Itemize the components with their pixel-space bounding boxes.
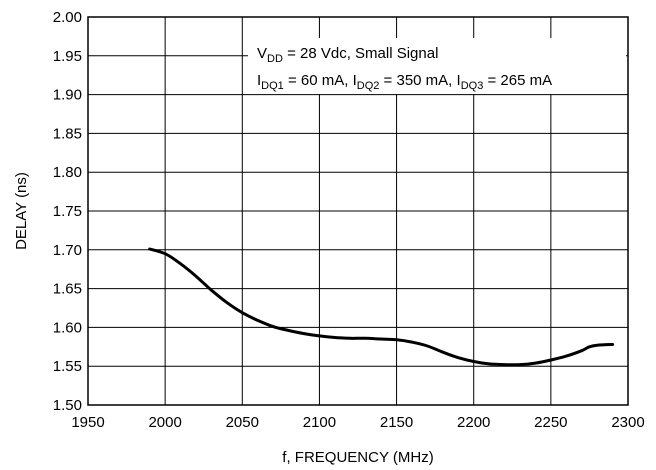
y-tick-label: 1.85 [53, 125, 82, 142]
x-tick-label: 2150 [380, 414, 413, 431]
y-tick-label: 1.50 [53, 397, 82, 414]
x-tick-label: 2050 [226, 414, 259, 431]
y-tick-label: 1.65 [53, 281, 82, 298]
y-tick-label: 1.80 [53, 164, 82, 181]
x-axis-label: f, FREQUENCY (MHz) [282, 449, 433, 466]
y-tick-label: 2.00 [53, 9, 82, 26]
y-tick-label: 1.60 [53, 319, 82, 336]
y-tick-label: 1.95 [53, 48, 82, 65]
delay-series-line [148, 247, 615, 367]
x-tick-labels: 1950 2000 2050 2100 2150 2200 2250 2300 [71, 414, 644, 431]
annotation-line-1: VDD = 28 Vdc, Small Signal [257, 45, 438, 65]
x-tick-label: 2000 [148, 414, 181, 431]
x-tick-label: 2100 [303, 414, 336, 431]
x-tick-label: 2250 [534, 414, 567, 431]
x-tick-label: 2200 [457, 414, 490, 431]
x-tick-label: 2300 [611, 414, 644, 431]
y-tick-label: 1.70 [53, 242, 82, 259]
y-tick-label: 1.75 [53, 203, 82, 220]
y-axis-label: DELAY (ns) [13, 172, 30, 250]
x-tick-label: 1950 [71, 414, 104, 431]
y-tick-labels: 1.50 1.55 1.60 1.65 1.70 1.75 1.80 1.85 1.90 1.95… [53, 9, 82, 414]
annotation-box [248, 38, 626, 94]
y-tick-label: 1.55 [53, 358, 82, 375]
plot-frame [87, 16, 629, 406]
annotation-line-2: IDQ1 = 60 mA, IDQ2 = 350 mA, IDQ3 = 265 … [257, 72, 552, 92]
y-tick-label: 1.90 [53, 87, 82, 104]
